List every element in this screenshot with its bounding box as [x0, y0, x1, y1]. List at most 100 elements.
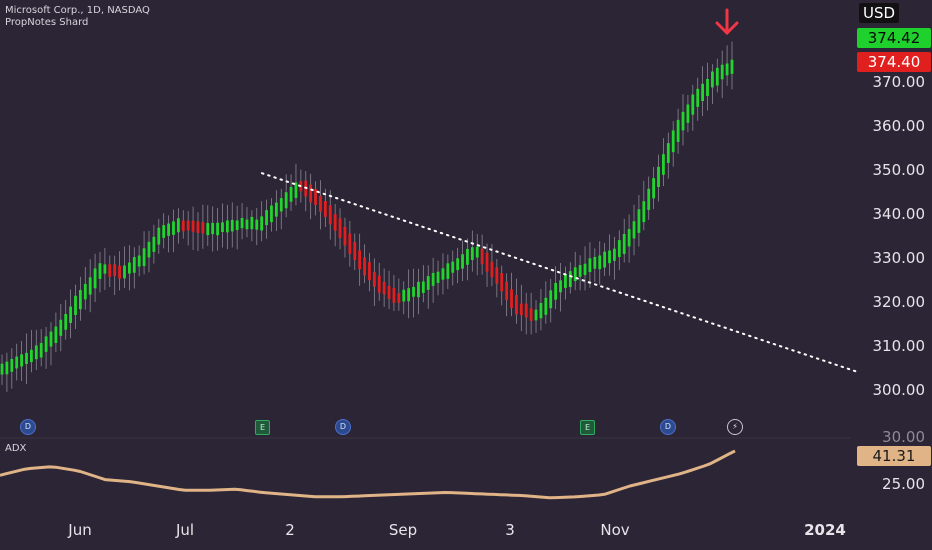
- candle-body: [98, 263, 102, 279]
- candle-body: [671, 130, 675, 153]
- candle-body: [637, 209, 641, 233]
- candle-body: [64, 313, 68, 330]
- candle-body: [93, 268, 97, 289]
- candle-body: [235, 220, 239, 231]
- candle-body: [363, 257, 366, 276]
- candle-body: [245, 219, 249, 230]
- time-tick-label: Jun: [68, 521, 92, 539]
- candle-body: [10, 359, 14, 372]
- candle-body: [573, 267, 577, 282]
- candle-body: [417, 281, 420, 298]
- candle-body: [681, 111, 685, 131]
- price-tick-label: 330.00: [872, 249, 926, 267]
- candle-body: [720, 64, 724, 80]
- candle-body: [230, 219, 234, 232]
- candle-body: [314, 189, 317, 205]
- candle-body: [142, 248, 146, 267]
- dividend-icon[interactable]: D: [660, 419, 676, 435]
- flash-icon[interactable]: ⚡: [727, 419, 743, 435]
- candle-body: [15, 356, 19, 369]
- candle-body: [451, 261, 455, 273]
- candle-body: [103, 264, 107, 274]
- down-arrow-icon: [715, 8, 739, 36]
- candle-body: [691, 94, 695, 115]
- candle-body: [132, 257, 136, 273]
- candle-body: [309, 184, 313, 203]
- candle-body: [377, 275, 381, 293]
- candle-body: [348, 233, 352, 254]
- candle-body: [123, 265, 126, 279]
- candle-body: [652, 178, 656, 199]
- candle-body: [446, 263, 450, 279]
- candle-body: [250, 216, 254, 230]
- symbol-title: Microsoft Corp., 1D, NASDAQ: [5, 5, 150, 16]
- price-tick-label: 300.00: [872, 381, 926, 399]
- candle-body: [554, 282, 558, 300]
- candle-body: [211, 222, 215, 235]
- time-tick-label: 2024: [804, 521, 846, 539]
- candle-body: [603, 251, 607, 268]
- candle-body: [397, 293, 401, 303]
- candle-body: [608, 250, 611, 264]
- candle-body: [147, 241, 151, 258]
- candle-body: [421, 281, 425, 293]
- candle-body: [470, 247, 474, 261]
- candle-body: [54, 326, 58, 344]
- candle-body: [613, 248, 616, 261]
- candle-body: [216, 222, 219, 236]
- candle-body: [578, 265, 582, 277]
- candle-body: [83, 283, 87, 300]
- candle-body: [74, 295, 77, 315]
- candle-body: [725, 63, 729, 76]
- candle-body: [387, 285, 391, 299]
- price-tick-label: 320.00: [872, 293, 926, 311]
- candle-body: [627, 229, 631, 247]
- candle-body: [564, 274, 567, 288]
- candle-body: [167, 223, 170, 236]
- candle-body: [529, 308, 533, 321]
- candle-body: [568, 271, 572, 288]
- candle-body: [333, 214, 337, 231]
- dividend-icon[interactable]: D: [20, 419, 36, 435]
- candle-body: [583, 263, 587, 276]
- candle-body: [706, 78, 709, 96]
- price-tick-label: 370.00: [872, 73, 926, 91]
- candle-body: [412, 286, 415, 297]
- price-tick-label: 350.00: [872, 161, 926, 179]
- candle-body: [524, 303, 528, 318]
- candle-body: [343, 226, 347, 246]
- candle-body: [368, 262, 371, 281]
- candle-body: [338, 218, 342, 238]
- dividend-icon[interactable]: D: [335, 419, 351, 435]
- candle-body: [78, 289, 82, 310]
- candle-body: [730, 59, 734, 74]
- candle-body: [49, 331, 53, 347]
- last-price-red-tag: 374.40: [857, 52, 931, 72]
- adx-value-tag: 41.31: [857, 446, 931, 466]
- price-tick-label: 340.00: [872, 205, 926, 223]
- candle-body: [221, 222, 224, 232]
- currency-badge[interactable]: USD: [859, 3, 900, 23]
- candle-body: [662, 154, 665, 175]
- candle-body: [549, 290, 553, 309]
- candle-body: [617, 240, 621, 258]
- candle-body: [372, 271, 376, 287]
- time-tick-label: 2: [285, 521, 295, 539]
- candle-body: [172, 221, 175, 235]
- candle-body: [485, 252, 489, 272]
- candle-body: [260, 216, 264, 231]
- candle-body: [480, 248, 484, 265]
- candle-body: [69, 306, 72, 323]
- candle-body: [270, 205, 273, 223]
- earnings-icon[interactable]: E: [255, 420, 270, 435]
- last-price-green-tag: 374.42: [857, 28, 931, 48]
- trend-line: [261, 172, 859, 374]
- candle-body: [186, 220, 190, 231]
- candle-body: [255, 219, 259, 230]
- candle-body: [382, 281, 386, 295]
- candle-body: [191, 220, 195, 232]
- candle-body: [44, 336, 48, 352]
- earnings-icon[interactable]: E: [580, 420, 595, 435]
- candle-body: [201, 222, 205, 234]
